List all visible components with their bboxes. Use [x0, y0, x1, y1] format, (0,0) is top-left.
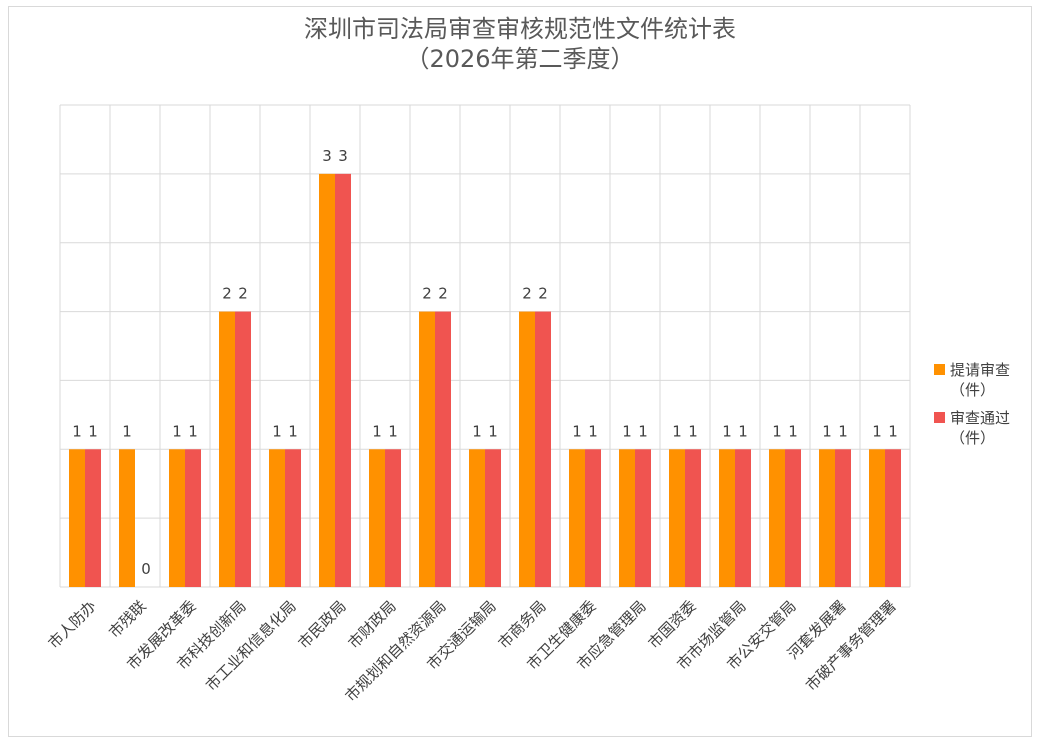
bar-series-1	[819, 449, 835, 587]
data-label: 2	[522, 285, 532, 303]
data-label: 1	[738, 422, 748, 440]
x-tick-label: 市人防办	[45, 597, 100, 652]
data-label: 1	[888, 422, 898, 440]
x-tick-label: 市残联	[105, 597, 150, 642]
data-label: 1	[788, 422, 798, 440]
bar-series-1	[569, 449, 585, 587]
bar-series-1	[319, 173, 335, 587]
data-label: 1	[88, 422, 98, 440]
bar-series-2	[185, 449, 201, 587]
data-label: 0	[141, 560, 151, 578]
bar-series-2	[85, 449, 101, 587]
bar-series-2	[285, 449, 301, 587]
data-label: 1	[638, 422, 648, 440]
legend-swatch-series-2	[934, 412, 945, 423]
legend-item-series-1: 提请审查（件）	[934, 360, 1034, 408]
chart-title-main: 深圳市司法局审查审核规范性文件统计表	[304, 15, 736, 43]
data-label: 1	[688, 422, 698, 440]
data-label: 3	[338, 147, 348, 165]
data-label: 1	[472, 422, 482, 440]
bar-series-2	[435, 311, 451, 587]
data-label: 2	[538, 285, 548, 303]
bar-series-1	[219, 311, 235, 587]
chart-title-sub: （2026年第二季度）	[405, 45, 635, 73]
bar-series-1	[469, 449, 485, 587]
bar-series-1	[269, 449, 285, 587]
data-label: 1	[288, 422, 298, 440]
data-label: 1	[722, 422, 732, 440]
bar-series-1	[669, 449, 685, 587]
bar-series-2	[585, 449, 601, 587]
data-label: 1	[872, 422, 882, 440]
data-label: 1	[172, 422, 182, 440]
x-tick-label: 市工业和信息化局	[202, 597, 300, 695]
data-label: 1	[372, 422, 382, 440]
bar-series-1	[769, 449, 785, 587]
data-label: 1	[388, 422, 398, 440]
data-label: 2	[238, 285, 248, 303]
bar-series-1	[119, 449, 135, 587]
bar-series-2	[735, 449, 751, 587]
bar-series-1	[369, 449, 385, 587]
bar-series-2	[785, 449, 801, 587]
bar-series-1	[69, 449, 85, 587]
bar-series-2	[685, 449, 701, 587]
legend-label-series-2: 审查通过（件）	[950, 409, 1011, 447]
data-label: 1	[622, 422, 632, 440]
bar-series-2	[885, 449, 901, 587]
bar-series-2	[835, 449, 851, 587]
data-label: 1	[188, 422, 198, 440]
data-label: 1	[122, 422, 132, 440]
data-label: 1	[772, 422, 782, 440]
x-tick-label: 市民政局	[295, 597, 350, 652]
bar-series-2	[635, 449, 651, 587]
legend-item-series-2: 审查通过（件）	[934, 408, 1034, 456]
data-label: 3	[322, 147, 332, 165]
data-label: 2	[222, 285, 232, 303]
legend-label-series-1: 提请审查（件）	[950, 361, 1011, 399]
bar-series-1	[419, 311, 435, 587]
bar-series-1	[519, 311, 535, 587]
bar-series-1	[719, 449, 735, 587]
bar-series-2	[235, 311, 251, 587]
legend: 提请审查（件） 审查通过（件）	[934, 360, 1034, 456]
bar-series-2	[485, 449, 501, 587]
data-label: 1	[672, 422, 682, 440]
chart-title: 深圳市司法局审查审核规范性文件统计表 （2026年第二季度）	[0, 14, 1040, 74]
data-label: 1	[822, 422, 832, 440]
data-label: 1	[272, 422, 282, 440]
bar-series-2	[535, 311, 551, 587]
data-label: 1	[838, 422, 848, 440]
bar-series-2	[335, 173, 351, 587]
bar-series-1	[619, 449, 635, 587]
data-label: 2	[438, 285, 448, 303]
bar-series-1	[169, 449, 185, 587]
data-label: 1	[488, 422, 498, 440]
bar-series-2	[385, 449, 401, 587]
bar-series-1	[869, 449, 885, 587]
data-label: 2	[422, 285, 432, 303]
data-label: 1	[572, 422, 582, 440]
legend-swatch-series-1	[934, 364, 945, 375]
x-tick-label: 市破产事务管理署	[802, 597, 900, 695]
data-label: 1	[588, 422, 598, 440]
data-label: 1	[72, 422, 82, 440]
